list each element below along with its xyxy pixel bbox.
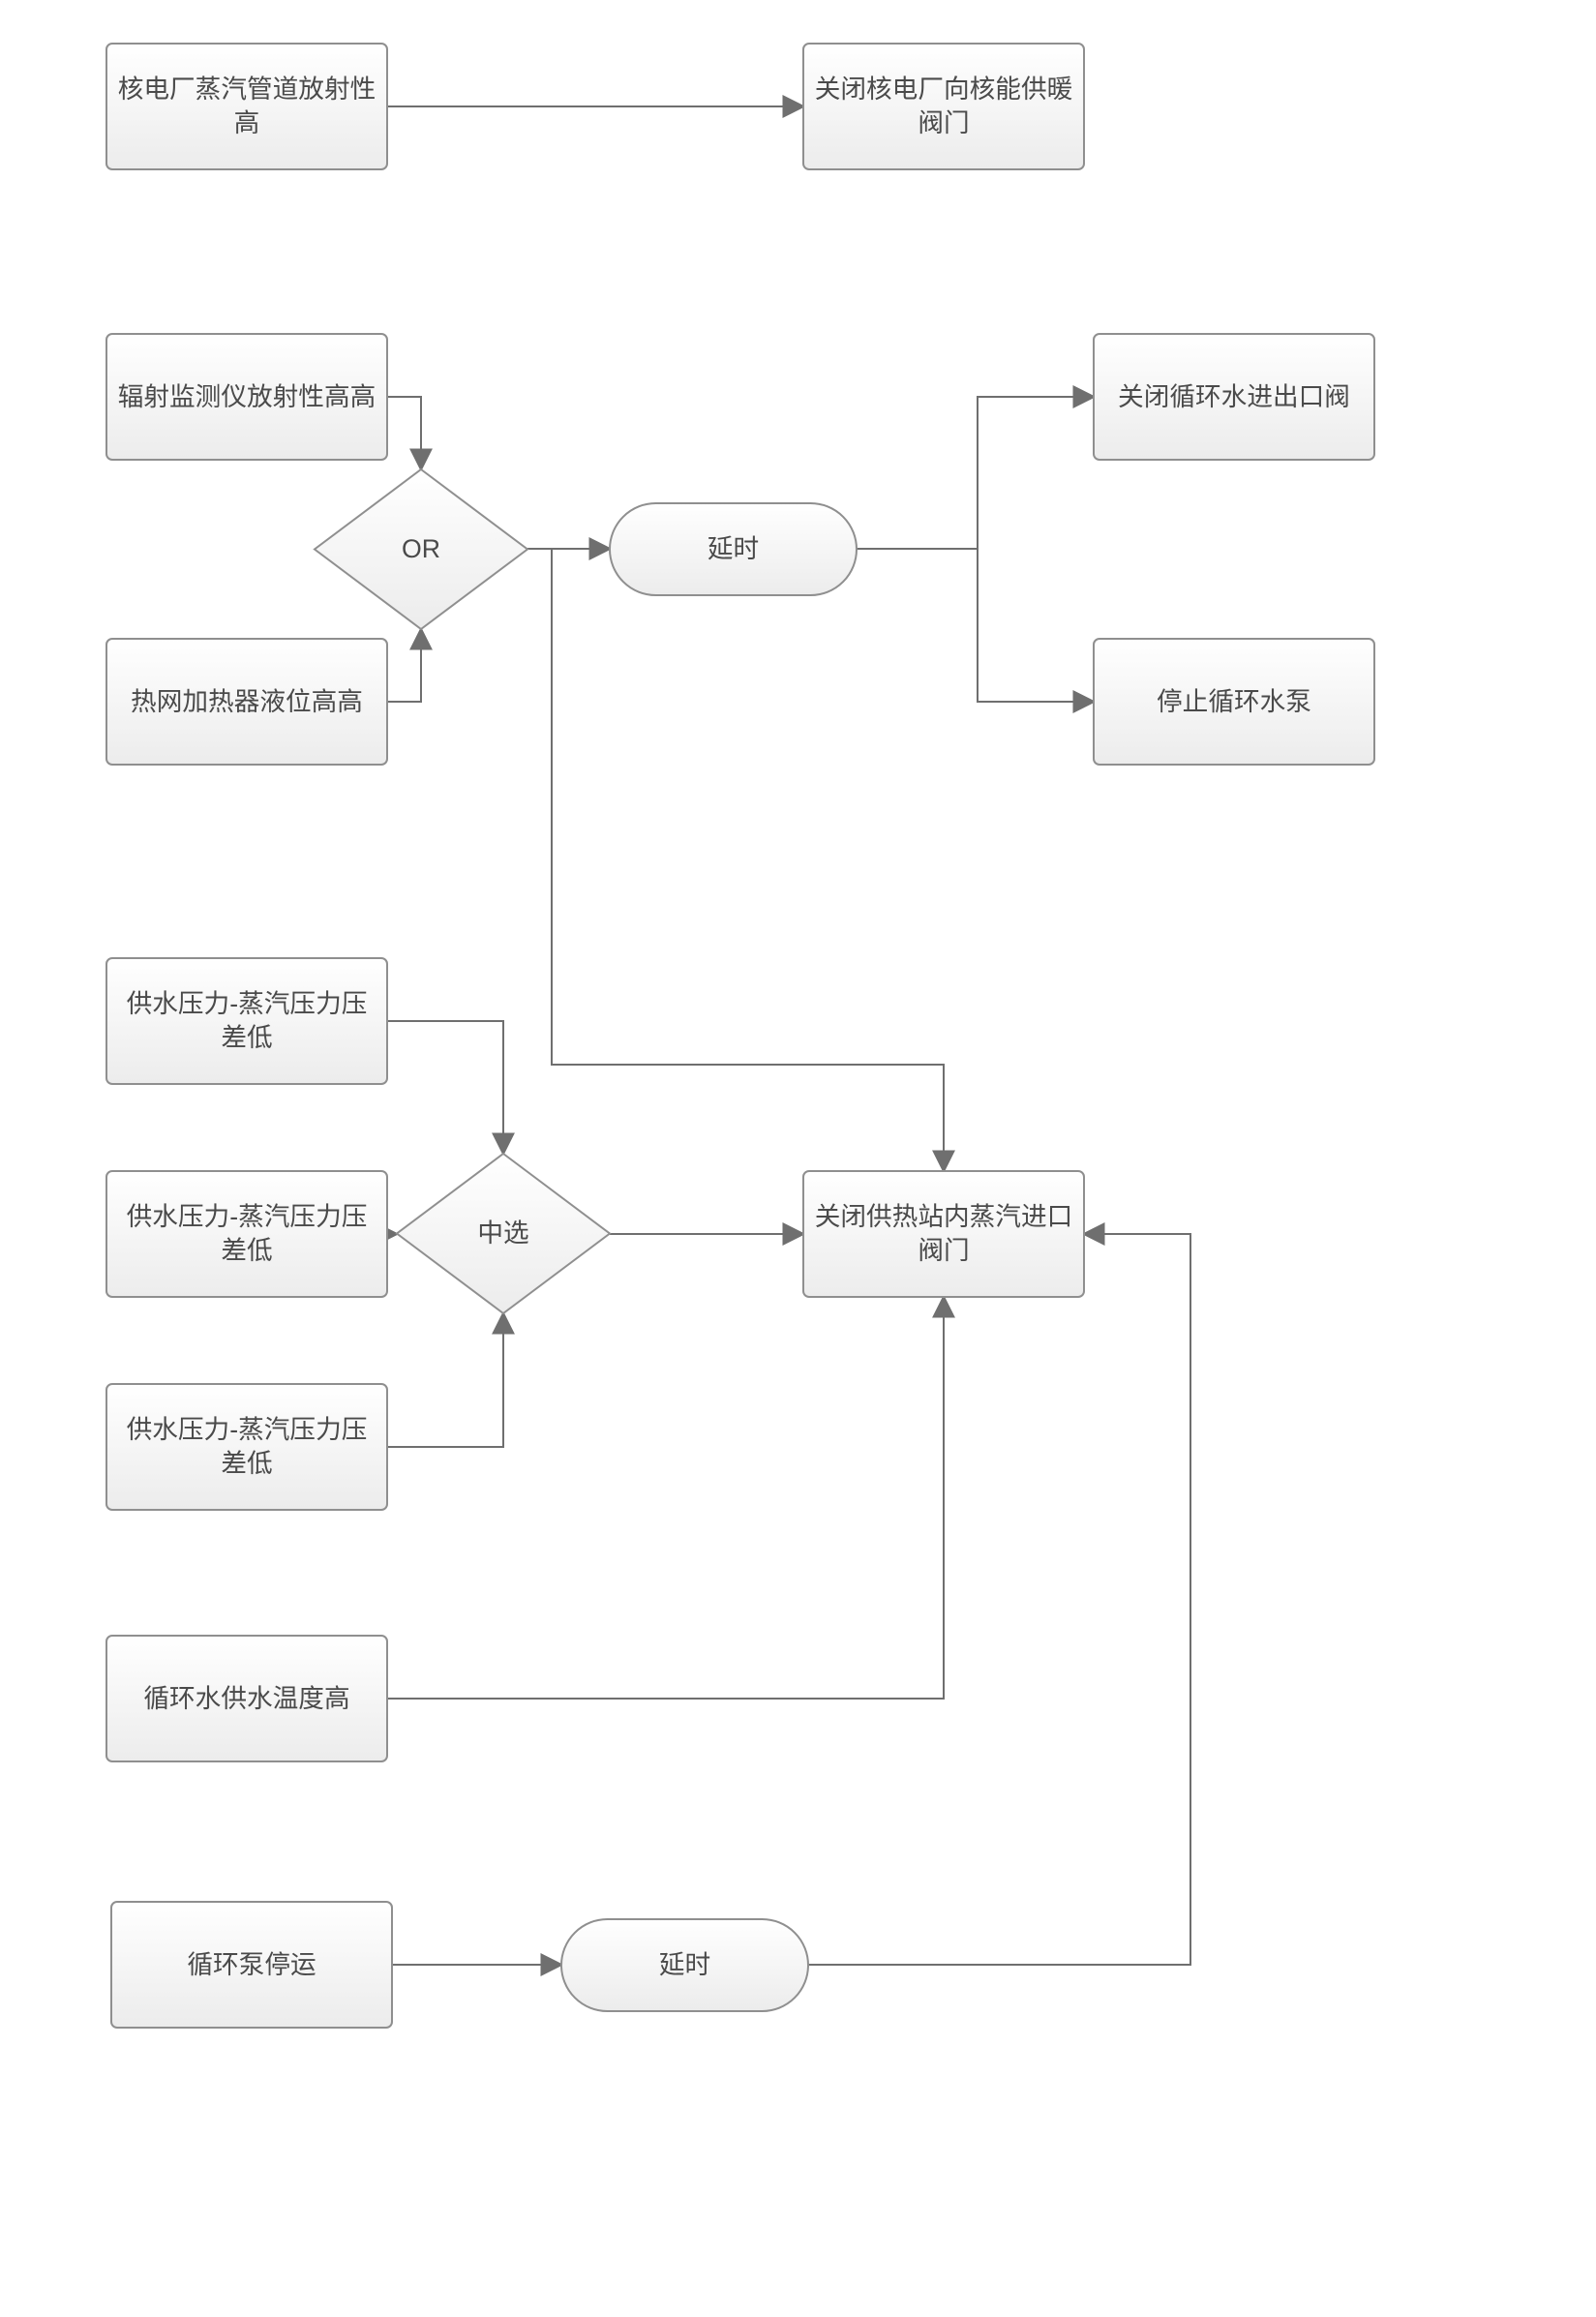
node-label: OR	[402, 532, 440, 566]
node-n12: 循环泵停运	[111, 1902, 392, 2028]
node-n8: 供水压力-蒸汽压力压差低	[106, 1171, 387, 1297]
edge	[387, 629, 421, 702]
node-n9: 供水压力-蒸汽压力压差低	[106, 1384, 387, 1510]
node-label: 关闭核电厂向核能供暖阀门	[811, 73, 1076, 139]
edge	[387, 397, 421, 469]
node-or: OR	[315, 469, 527, 629]
node-label: 核电厂蒸汽管道放射性高	[114, 73, 379, 139]
node-label: 热网加热器液位高高	[131, 685, 363, 719]
node-n10: 关闭供热站内蒸汽进口阀门	[803, 1171, 1084, 1297]
node-label: 关闭循环水进出口阀	[1118, 380, 1350, 414]
node-label: 延时	[708, 532, 759, 566]
node-label: 供水压力-蒸汽压力压差低	[114, 987, 379, 1054]
edge	[387, 1313, 503, 1447]
edge	[552, 549, 944, 1171]
node-label: 停止循环水泵	[1157, 685, 1311, 719]
node-d1: 延时	[610, 503, 857, 595]
node-d2: 延时	[561, 1919, 808, 2011]
node-label: 关闭供热站内蒸汽进口阀门	[811, 1200, 1076, 1267]
edge	[387, 1297, 944, 1699]
node-label: 循环水供水温度高	[143, 1682, 349, 1716]
node-n5: 关闭循环水进出口阀	[1094, 334, 1374, 460]
edge	[857, 397, 1094, 549]
flowchart-canvas: 核电厂蒸汽管道放射性高 关闭核电厂向核能供暖阀门辐射监测仪放射性高高热网加热器液位…	[0, 0, 1596, 2317]
node-label: 中选	[477, 1217, 528, 1250]
node-label: 辐射监测仪放射性高高	[118, 380, 376, 414]
node-label: 延时	[659, 1948, 710, 1982]
node-label: 循环泵停运	[187, 1948, 316, 1982]
node-sel: 中选	[397, 1154, 610, 1313]
node-n3: 辐射监测仪放射性高高	[106, 334, 387, 460]
edge	[808, 1234, 1190, 1965]
node-n1: 核电厂蒸汽管道放射性高	[106, 44, 387, 169]
node-n4: 热网加热器液位高高	[106, 639, 387, 765]
edge	[387, 1021, 503, 1154]
node-n2: 关闭核电厂向核能供暖阀门	[803, 44, 1084, 169]
node-n7: 供水压力-蒸汽压力压差低	[106, 958, 387, 1084]
node-n11: 循环水供水温度高	[106, 1636, 387, 1761]
node-label: 供水压力-蒸汽压力压差低	[114, 1200, 379, 1267]
node-n6: 停止循环水泵	[1094, 639, 1374, 765]
node-label: 供水压力-蒸汽压力压差低	[114, 1413, 379, 1480]
edge	[857, 549, 1094, 702]
